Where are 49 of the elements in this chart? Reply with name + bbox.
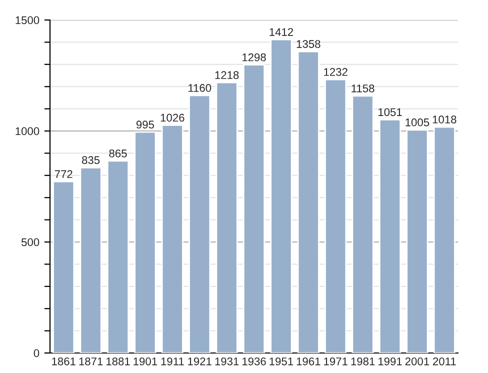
bar: [406, 129, 428, 353]
x-tick-label: 1991: [378, 357, 402, 366]
bar: [433, 126, 456, 353]
data-label: 1232: [324, 68, 348, 76]
y-tick-label: 0: [34, 349, 40, 358]
bar: [134, 131, 156, 353]
x-tick-label: 1936: [242, 357, 266, 366]
data-label: 1298: [242, 53, 266, 62]
x-tick-label: 1931: [215, 357, 239, 366]
x-tick-label: 1911: [161, 357, 184, 366]
data-label: 1160: [188, 84, 212, 92]
data-label: 1018: [432, 116, 456, 124]
x-tick-label: 1921: [188, 357, 212, 366]
x-tick-label: 2001: [405, 357, 430, 366]
data-label: 865: [109, 150, 127, 158]
data-label: 772: [54, 170, 72, 178]
x-tick-label: 1901: [134, 357, 158, 366]
data-label: 1358: [296, 40, 320, 48]
data-label: 1412: [270, 28, 293, 36]
bar: [80, 166, 102, 353]
y-tick-label: 1000: [16, 127, 40, 136]
x-tick-label: 1881: [106, 357, 130, 366]
bar: [106, 160, 130, 353]
bar: [270, 38, 292, 353]
data-label: 1026: [160, 114, 184, 122]
bar: [216, 82, 238, 353]
y-tick-label: 500: [21, 238, 40, 246]
bar: [352, 95, 374, 353]
y-tick-label: 1500: [16, 16, 40, 24]
x-tick-label: 1861: [52, 357, 76, 366]
data-label: 995: [136, 120, 154, 129]
bar: [297, 50, 320, 353]
bar: [324, 78, 347, 353]
x-tick-label: 1951: [270, 357, 294, 366]
x-tick-label: 1961: [296, 357, 320, 366]
x-tick-label: 1981: [351, 357, 375, 366]
data-label: 1051: [378, 108, 402, 116]
x-tick-label: 1871: [79, 357, 103, 366]
data-label: 1005: [406, 118, 430, 126]
bar: [188, 94, 211, 353]
x-tick-label: 2011: [433, 357, 456, 366]
bar: [242, 64, 266, 353]
bar: [161, 124, 184, 353]
data-label: 1218: [215, 71, 239, 80]
x-tick-label: 1971: [324, 357, 348, 366]
data-label: 835: [82, 156, 100, 164]
data-label: 1158: [352, 84, 374, 92]
bar: [378, 118, 402, 353]
bar: [52, 180, 75, 353]
